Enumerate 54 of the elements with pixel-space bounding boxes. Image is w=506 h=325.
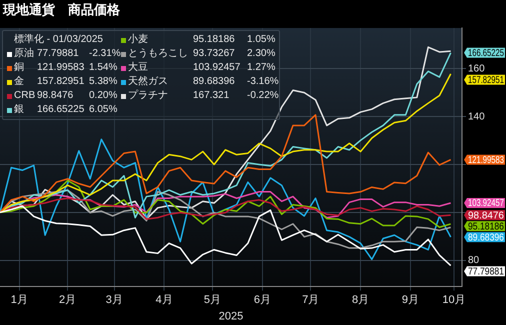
data-label: 103.92457 bbox=[468, 197, 504, 208]
x-axis-title: 2025 bbox=[218, 310, 244, 322]
x-tick-label: 10月 bbox=[442, 294, 466, 306]
y-tick-label: 140 bbox=[468, 111, 486, 122]
x-tick-label: 5月 bbox=[204, 294, 222, 306]
annotation: 167.321 bbox=[193, 89, 230, 103]
data-label: 121.99583 bbox=[468, 154, 504, 166]
annotation: 1.27% bbox=[247, 61, 276, 75]
chart-title: 現地通貨 商品価格 bbox=[0, 0, 506, 20]
legend-label: 金 bbox=[14, 75, 24, 89]
x-tick-label: 8月 bbox=[352, 294, 370, 306]
annotation: 6.05% bbox=[89, 103, 118, 117]
y-tick-label: 160 bbox=[468, 63, 486, 74]
legend-label: 銀 bbox=[14, 103, 24, 117]
legend-label: とうもろこし bbox=[128, 47, 188, 61]
data-label: 157.82951 bbox=[468, 74, 504, 86]
annotation: 5.38% bbox=[89, 75, 118, 89]
annotation: -2.31% bbox=[89, 47, 121, 61]
annotation: 77.79881 bbox=[37, 47, 79, 61]
legend-title: 標準化 - 01/03/2025 bbox=[14, 33, 103, 47]
x-tick-label: 1月 bbox=[10, 294, 28, 306]
data-label: 77.79881 bbox=[468, 266, 504, 277]
annotation: 93.73267 bbox=[193, 47, 235, 61]
data-label: 98.8476 bbox=[468, 210, 504, 222]
annotation: 95.18186 bbox=[193, 33, 235, 47]
annotation: 2.30% bbox=[247, 47, 276, 61]
annotation: 103.92457 bbox=[193, 61, 240, 75]
legend-label: CRB bbox=[14, 89, 36, 103]
y-tick-label: 80 bbox=[468, 255, 480, 266]
annotation: 89.68396 bbox=[193, 75, 235, 89]
x-tick-label: 4月 bbox=[156, 294, 173, 306]
x-tick-label: 6月 bbox=[254, 294, 271, 306]
annotation: 157.82951 bbox=[37, 75, 84, 89]
annotation: 1.54% bbox=[89, 61, 118, 75]
legend-label: 銅 bbox=[14, 61, 24, 75]
legend-label: 原油 bbox=[14, 47, 34, 61]
annotation: 121.99583 bbox=[37, 61, 84, 75]
annotation: 98.8476 bbox=[37, 89, 74, 103]
x-tick-label: 3月 bbox=[106, 294, 123, 306]
x-tick-label: 7月 bbox=[302, 294, 320, 306]
data-label: 166.65225 bbox=[468, 47, 504, 58]
annotation: 0.20% bbox=[89, 89, 118, 103]
data-label: 95.18186 bbox=[468, 220, 504, 232]
annotation: -0.22% bbox=[247, 89, 279, 103]
x-tick-label: 2月 bbox=[59, 294, 76, 306]
legend-label: 天然ガス bbox=[128, 75, 168, 89]
annotation: 1.05% bbox=[247, 33, 276, 47]
x-tick-label: 9月 bbox=[402, 294, 420, 306]
legend-label: プラチナ bbox=[128, 89, 168, 103]
annotation: -3.16% bbox=[247, 75, 279, 89]
legend-label: 小麦 bbox=[128, 33, 148, 47]
legend-label: 大豆 bbox=[128, 61, 148, 75]
annotation: 166.65225 bbox=[37, 103, 84, 117]
data-label: 89.68396 bbox=[468, 232, 504, 243]
